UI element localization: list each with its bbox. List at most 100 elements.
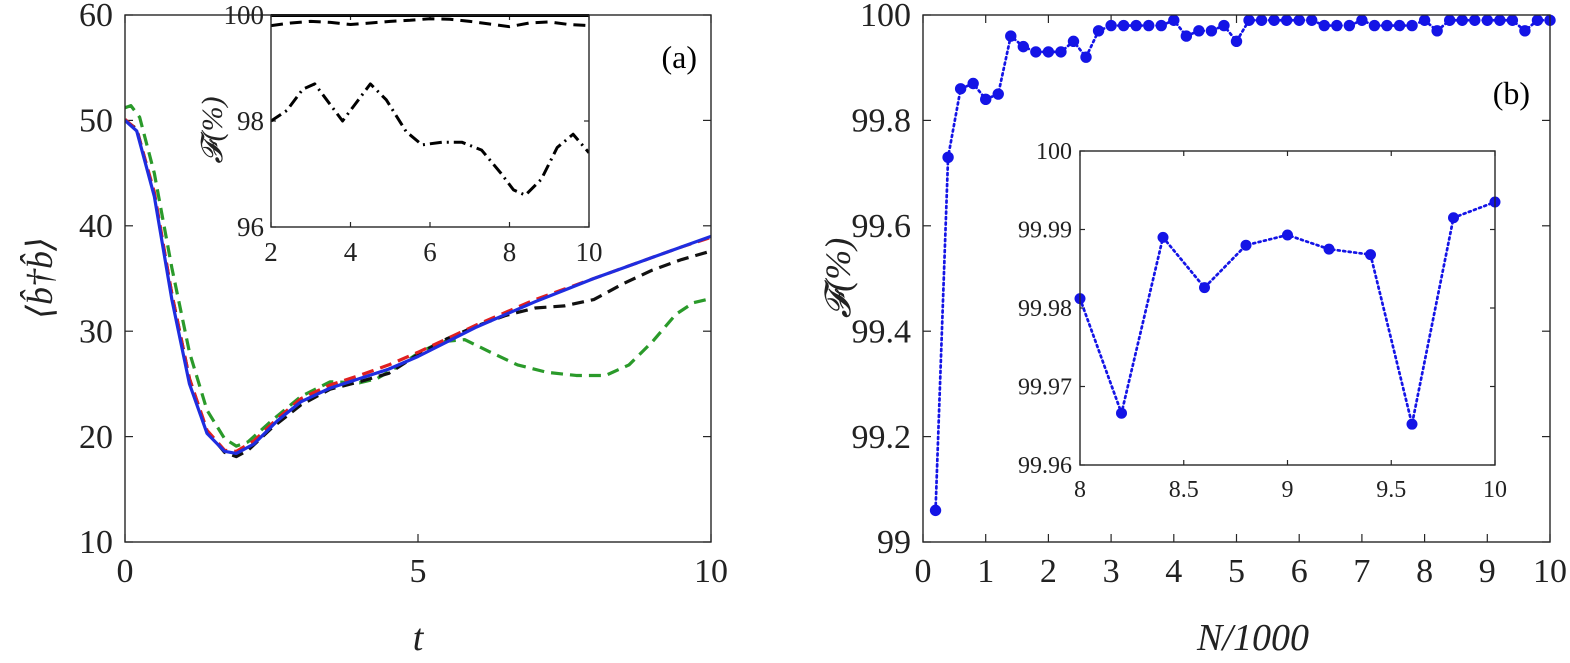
b-ytick-label: 99.6	[852, 208, 912, 245]
b-xtick-label: 8	[1416, 553, 1433, 590]
b-series-0-point	[954, 83, 967, 95]
panel-a-inset-chart: 𝓕(%) 2 4 6 8 10 96 98 100	[196, 0, 603, 267]
b_inset-axes-frame	[1079, 150, 1496, 466]
b_inset-series-0-point	[1323, 243, 1335, 255]
a_inset-xtick-label: 10	[576, 237, 603, 267]
panel-a-xlabel: t	[413, 617, 425, 659]
b-series-0-point	[1117, 19, 1130, 32]
b-series-0-point	[1443, 14, 1456, 26]
b_inset-ytick-label: 99.97	[1018, 374, 1072, 400]
a-series-0-line	[125, 104, 711, 448]
b-xtick-label: 10	[1533, 553, 1567, 590]
b_inset-series-0-point	[1116, 407, 1127, 419]
panel-a-inset-ylabel: 𝓕(%)	[196, 96, 229, 163]
a_inset-xtick-label: 8	[503, 237, 517, 267]
b-series-0-point	[1218, 19, 1230, 32]
b-series-0-point	[1368, 19, 1381, 32]
a_inset-plot-area	[271, 15, 589, 227]
b-series-0-point	[1469, 14, 1481, 26]
b-series-0-point	[1494, 14, 1506, 26]
b-series-0-point	[1168, 14, 1180, 26]
b-series-0-point	[1005, 30, 1017, 42]
b-series-0-point	[1293, 14, 1305, 26]
a_inset-xtick-label: 2	[264, 237, 278, 267]
b_inset-series-0-point	[1448, 212, 1459, 224]
a-xtick-label: 0	[117, 553, 134, 590]
b-ytick-label: 99.4	[852, 313, 912, 350]
b-series-0-point	[1243, 14, 1255, 26]
b-series-0-point	[1092, 25, 1105, 37]
b-series-0-point	[1481, 14, 1494, 26]
b_inset-ytick-label: 100	[1036, 139, 1072, 165]
b-series-0-point	[1130, 19, 1142, 32]
b-xtick-label: 1	[977, 553, 994, 590]
b-ytick-label: 99	[877, 524, 911, 561]
b-axes-frame	[922, 14, 1551, 543]
a-ytick-label: 40	[79, 208, 113, 245]
b-series-0-point	[1331, 19, 1343, 32]
b-series-0-point	[1017, 40, 1030, 53]
b_inset-xtick-label: 9.5	[1376, 477, 1406, 503]
b_inset-ytick-label: 99.98	[1018, 296, 1072, 322]
b-series-0-point	[1193, 25, 1205, 37]
b-series-0-point	[1042, 46, 1055, 58]
b-xtick-label: 9	[1479, 553, 1496, 590]
b-series-0-point	[1456, 14, 1468, 26]
b-series-0-point	[1205, 25, 1218, 37]
panel-b-inset-chart: 8 8.5 9 9.5 10 99.96 99.97 99.98 99.99 100	[1018, 139, 1507, 503]
b-series-0-point	[1255, 14, 1268, 26]
panel-a-ylabel: ⟨b̂†b̂⟩	[19, 237, 60, 319]
b-xtick-label: 4	[1165, 553, 1182, 590]
b-xtick-label: 2	[1040, 553, 1057, 590]
a-ytick-label: 10	[79, 524, 113, 561]
b-series-0-point	[1268, 14, 1280, 26]
a_inset-xtick-label: 6	[423, 237, 437, 267]
a-ytick-label: 50	[79, 103, 113, 140]
b-series-0-point	[1180, 30, 1193, 42]
b-series-0-point	[1067, 35, 1080, 48]
b-series-0-point	[1280, 14, 1293, 26]
b-series-0-point	[1418, 14, 1431, 26]
a-ytick-label: 20	[79, 419, 113, 456]
b-series-0-point	[1143, 19, 1155, 32]
a_inset-xtick-label: 4	[344, 237, 358, 267]
b_inset-ytick-label: 99.99	[1018, 217, 1072, 243]
b-series-0-point	[1155, 19, 1167, 32]
b-series-0-point	[1381, 19, 1393, 32]
b_inset-xtick-label: 8.5	[1169, 477, 1199, 503]
b-series-0-point	[1318, 19, 1330, 32]
b-series-0-point	[1356, 14, 1368, 26]
b-series-0-point	[1105, 19, 1117, 32]
b-ytick-label: 100	[860, 0, 911, 34]
b_inset-series-0-point	[1365, 249, 1376, 261]
b_inset-xtick-label: 9	[1282, 477, 1294, 503]
b_inset-plot-area	[1080, 151, 1495, 465]
b_inset-ytick-label: 99.96	[1018, 453, 1072, 479]
b-series-0-point	[1406, 19, 1418, 32]
b-series-0-point	[1230, 35, 1243, 48]
panel-b-ylabel: 𝓕(%)	[818, 238, 858, 319]
a-ytick-label: 30	[79, 313, 113, 350]
b-series-0-point	[1431, 25, 1443, 37]
b_inset-xtick-label: 8	[1074, 477, 1086, 503]
b-ytick-label: 99.8	[852, 103, 912, 140]
b-series-0-point	[1080, 51, 1092, 63]
b-series-0-point	[1030, 46, 1042, 58]
a-xtick-label: 10	[694, 553, 728, 590]
b_inset-series-0-point	[1406, 418, 1418, 430]
a_inset-ytick-label: 98	[237, 106, 264, 136]
b-xtick-label: 6	[1291, 553, 1308, 590]
b_inset-xtick-label: 10	[1483, 477, 1507, 503]
panel-b-label: (b)	[1493, 75, 1530, 111]
b-series-0-point	[1306, 14, 1318, 26]
b-series-0-point	[1531, 14, 1544, 26]
panel-a-label: (a)	[661, 39, 697, 75]
b-series-0-point	[1506, 14, 1519, 26]
b_inset-series-0-point	[1282, 229, 1293, 241]
b-series-0-point	[1343, 19, 1356, 32]
a-xtick-label: 5	[410, 553, 427, 590]
a_inset-ytick-label: 96	[237, 212, 264, 242]
b-xtick-label: 3	[1103, 553, 1120, 590]
b-series-0-point	[1519, 25, 1531, 37]
